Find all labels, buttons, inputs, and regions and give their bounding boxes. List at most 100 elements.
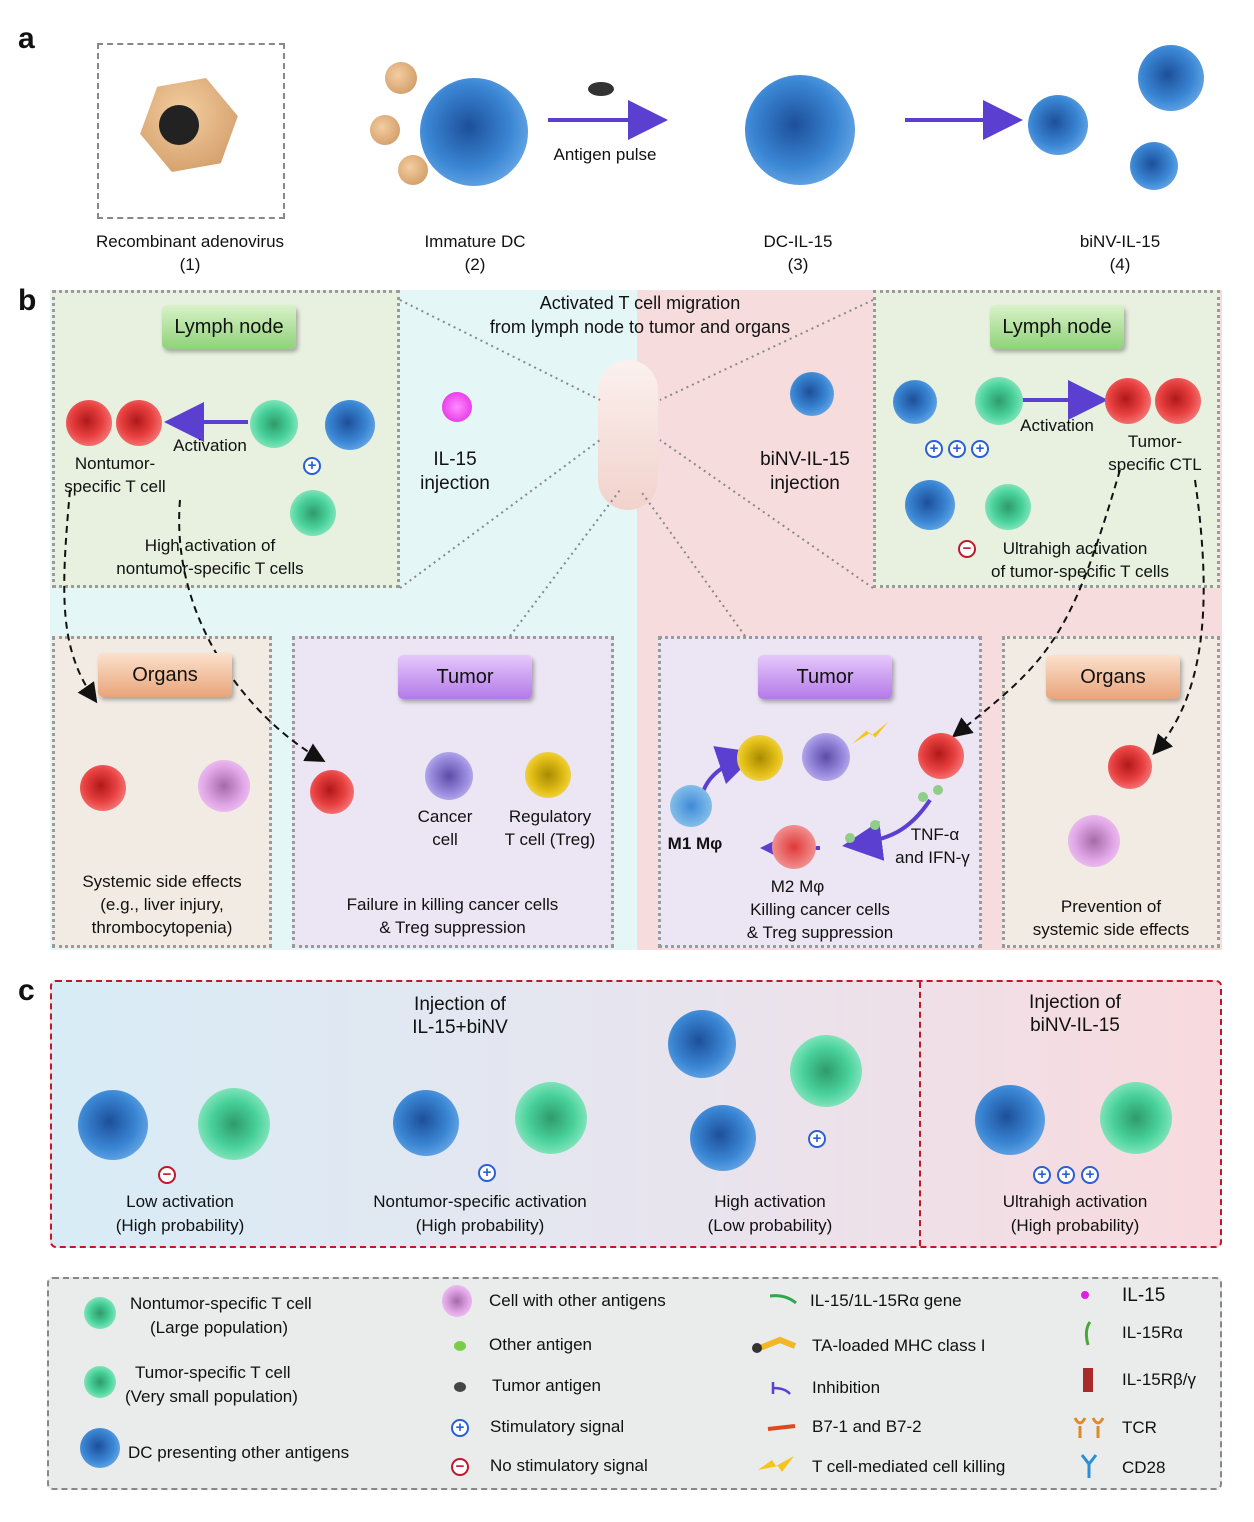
scenario-4-line-1: Ultrahigh activation bbox=[1002, 1192, 1148, 1211]
legend-nostim: No stimulatory signal bbox=[490, 1456, 648, 1475]
adenovirus-particle bbox=[370, 115, 400, 145]
left-injection-line-1: IL-15 bbox=[433, 449, 477, 470]
legend-il-15ra: IL-15Rα bbox=[1122, 1323, 1183, 1342]
legend-tumor-antigen: Tumor antigen bbox=[492, 1376, 601, 1395]
legend-tumor-1: Tumor-specific T cell bbox=[135, 1363, 291, 1382]
step-4-number: (4) bbox=[1109, 255, 1131, 274]
stimulatory-signal-icon: + bbox=[478, 1164, 496, 1182]
scenario-1-line-1: Low activation bbox=[126, 1192, 234, 1211]
right-activation-label: Activation bbox=[1020, 416, 1094, 435]
scenario-2-line-2: (High probability) bbox=[415, 1216, 545, 1235]
t-cell bbox=[790, 1035, 862, 1107]
step-1-label: Recombinant adenovirus bbox=[95, 232, 285, 251]
tumor-antigen bbox=[588, 82, 614, 96]
right-tumor-tag: Tumor bbox=[758, 655, 892, 699]
legend-dc-icon bbox=[80, 1428, 120, 1468]
panel-label-c: c bbox=[18, 974, 35, 1007]
regulatory-t-cell bbox=[737, 735, 783, 781]
legend-stim: Stimulatory signal bbox=[490, 1417, 625, 1436]
legend-mhc-icon bbox=[758, 1336, 797, 1351]
stimulatory-signal-icon: + bbox=[1033, 1166, 1051, 1184]
legend-tcr: TCR bbox=[1122, 1418, 1157, 1437]
stimulatory-signal-icon: + bbox=[925, 440, 943, 458]
legend-il-15: IL-15 bbox=[1122, 1285, 1166, 1306]
left-organs-caption-3: thrombocytopenia) bbox=[91, 918, 233, 937]
legend-gene: IL-15/1L-15Rα gene bbox=[810, 1291, 962, 1310]
dendritic-cell bbox=[690, 1105, 756, 1171]
legend-stimulatory-signal-icon: + bbox=[451, 1419, 469, 1437]
center-title-line-2: from lymph node to tumor and organs bbox=[489, 317, 791, 337]
panel-c-divider bbox=[919, 982, 921, 1246]
legend-killing-icon bbox=[758, 1456, 794, 1472]
cancer-cell-label-1: Cancer bbox=[417, 807, 473, 826]
legend-tumor-antigen-icon bbox=[454, 1382, 466, 1392]
dendritic-cell bbox=[393, 1090, 459, 1156]
m2-label: M2 Mφ bbox=[770, 877, 825, 896]
panel-c-right-title-1: Injection of bbox=[1029, 992, 1121, 1013]
right-cell-label-1: Tumor- bbox=[1127, 432, 1183, 451]
legend-il-15ra-icon bbox=[1084, 1321, 1092, 1346]
legend-cell-other: Cell with other antigens bbox=[489, 1291, 666, 1310]
legend-cd28: CD28 bbox=[1122, 1458, 1166, 1477]
step-3-number: (3) bbox=[787, 255, 809, 274]
nontumor-specific-t-cell bbox=[985, 484, 1031, 530]
left-organs-caption-2: (e.g., liver injury, bbox=[100, 895, 224, 914]
scenario-3-line-2: (Low probability) bbox=[707, 1216, 833, 1235]
cancer-cell-label-2: cell bbox=[432, 830, 458, 849]
legend-other-antigen: Other antigen bbox=[489, 1335, 593, 1354]
left-injection-line-2: injection bbox=[420, 473, 490, 494]
right-organs-caption-1: Prevention of bbox=[1060, 897, 1162, 916]
treg-label-1: Regulatory bbox=[508, 807, 592, 826]
adenovirus-inset bbox=[97, 43, 285, 219]
mouse-illustration bbox=[598, 360, 658, 510]
tumor-specific-ctl bbox=[918, 733, 964, 779]
left-tumor-tag: Tumor bbox=[398, 655, 532, 699]
cytokines-label-1: TNF-α bbox=[910, 825, 960, 844]
center-title-line-1: Activated T cell migration bbox=[539, 293, 741, 313]
step-2-number: (2) bbox=[464, 255, 486, 274]
m1-label: M1 Mφ bbox=[667, 834, 723, 853]
right-tumor-caption-1: Killing cancer cells bbox=[750, 900, 890, 919]
cytokine-dot bbox=[918, 792, 928, 802]
left-activation-label: Activation bbox=[173, 436, 247, 455]
left-lymph-node-tag: Lymph node bbox=[162, 305, 296, 349]
legend-b7: B7-1 and B7-2 bbox=[812, 1417, 922, 1436]
dc-il-15 bbox=[745, 75, 855, 185]
regulatory-t-cell bbox=[525, 752, 571, 798]
legend-il-15rbg: IL-15Rβ/γ bbox=[1122, 1370, 1197, 1389]
legend-tcr-icon bbox=[1073, 1417, 1105, 1438]
panel-label-a: a bbox=[18, 22, 35, 55]
legend-other-antigen-icon bbox=[454, 1341, 466, 1351]
legend-nontumor-2: (Large population) bbox=[150, 1318, 288, 1337]
scenario-3-line-1: High activation bbox=[714, 1192, 826, 1211]
stimulatory-signal-icon: + bbox=[1081, 1166, 1099, 1184]
binv-il-15-vesicle bbox=[893, 380, 937, 424]
legend-dc: DC presenting other antigens bbox=[128, 1443, 350, 1462]
il-15-molecule bbox=[442, 392, 472, 422]
legend-gene-icon bbox=[769, 1294, 797, 1305]
stimulatory-signal-icon: + bbox=[303, 457, 321, 475]
step-1-number: (1) bbox=[179, 255, 201, 274]
cell-with-other-antigens bbox=[198, 760, 250, 812]
tumor-specific-ctl bbox=[1105, 378, 1151, 424]
panel-c-left-title-1: Injection of bbox=[414, 994, 506, 1015]
step-2-label: Immature DC bbox=[424, 232, 526, 251]
tumor-specific-ctl bbox=[1108, 745, 1152, 789]
binv-il-15-vesicle bbox=[975, 1085, 1045, 1155]
antigen-pulse-label: Antigen pulse bbox=[553, 145, 657, 164]
scenario-1-line-2: (High probability) bbox=[115, 1216, 245, 1235]
legend-killing: T cell-mediated cell killing bbox=[812, 1457, 1006, 1476]
right-lymph-node-tag: Lymph node bbox=[990, 305, 1124, 349]
nontumor-specific-t-cell bbox=[116, 400, 162, 446]
legend-inhibition: Inhibition bbox=[812, 1378, 881, 1397]
legend-no-stimulatory-signal-icon: − bbox=[451, 1458, 469, 1476]
legend-nontumor-1: Nontumor-specific T cell bbox=[130, 1294, 312, 1313]
legend-il-15-icon bbox=[1081, 1291, 1089, 1299]
right-organs-caption-2: systemic side effects bbox=[1032, 920, 1190, 939]
left-tumor-caption-2: & Treg suppression bbox=[379, 918, 526, 937]
right-injection-line-1: biNV-IL-15 bbox=[760, 449, 850, 470]
legend-box bbox=[47, 1277, 1222, 1490]
panel-c-right-title-2: biNV-IL-15 bbox=[1030, 1015, 1120, 1036]
left-lymph-caption-1: High activation of bbox=[144, 536, 276, 555]
stimulatory-signal-icon: + bbox=[1057, 1166, 1075, 1184]
